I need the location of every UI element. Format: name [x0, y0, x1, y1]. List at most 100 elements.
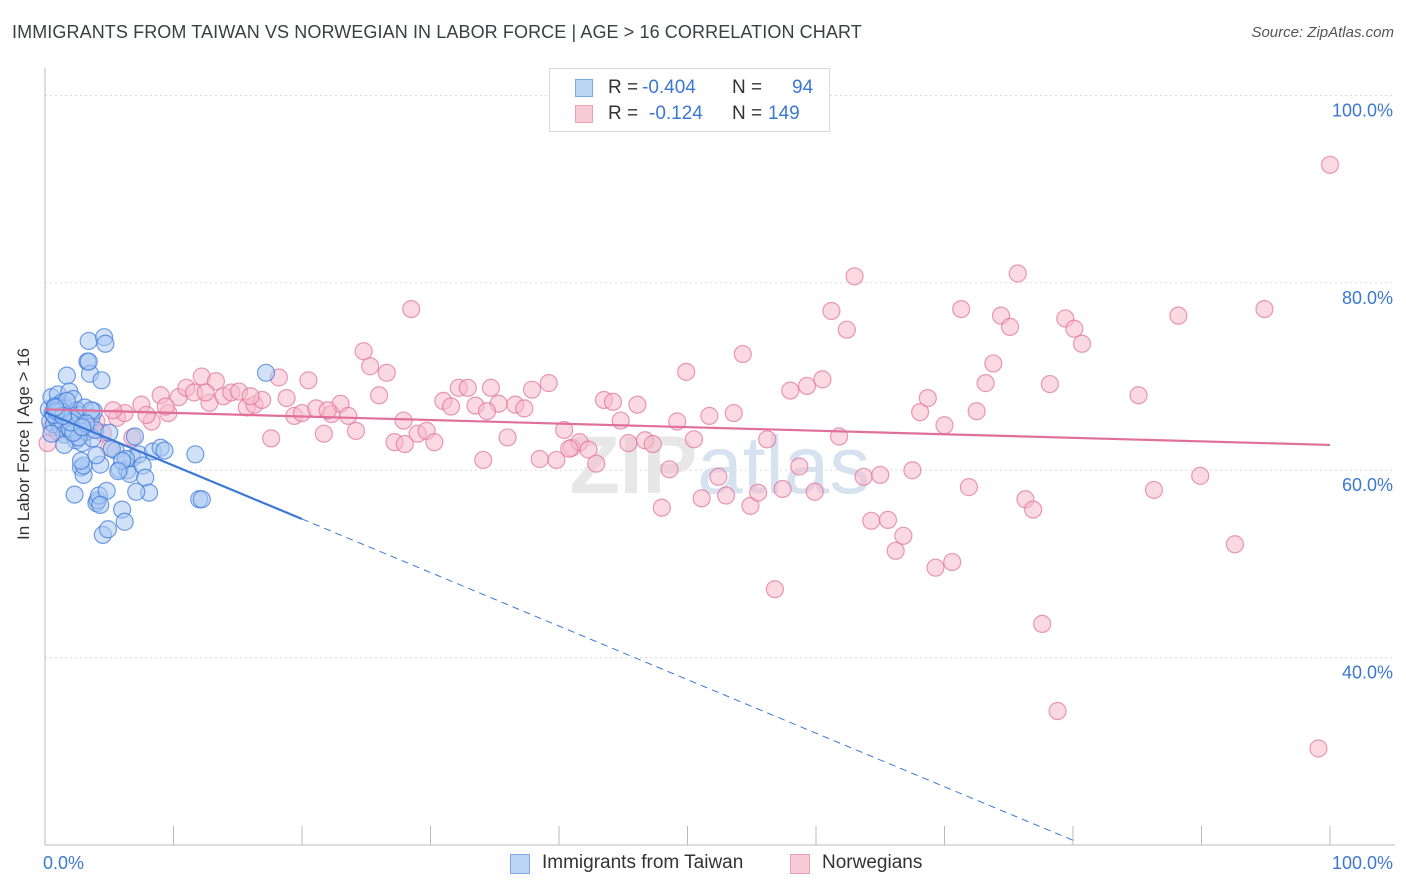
- norwegian-point: [758, 430, 777, 449]
- norwegian-point: [402, 299, 421, 319]
- taiwan-point: [127, 482, 146, 501]
- norwegian-point: [959, 478, 979, 497]
- norwegian-point: [871, 465, 890, 485]
- taiwan-point: [79, 331, 98, 351]
- y-tick-label: 40.0%: [1342, 663, 1393, 683]
- norwegian-point: [560, 439, 579, 458]
- norwegian-point: [498, 428, 517, 447]
- taiwan-point: [42, 424, 61, 443]
- norwegian-point: [370, 386, 389, 405]
- norwegian-point: [684, 430, 704, 449]
- legend-n-value: 94: [792, 77, 814, 98]
- norwegian-point: [935, 416, 954, 435]
- norwegian-point: [797, 376, 817, 396]
- norwegian-point: [619, 433, 638, 453]
- taiwan-point: [98, 520, 118, 539]
- taiwan-point: [65, 485, 84, 504]
- norwegian-point: [805, 482, 824, 501]
- norwegian-point: [206, 372, 226, 391]
- norwegian-point: [822, 301, 841, 321]
- tick-labels: 40.0% 60.0% 80.0% 100.0% 0.0% 100.0%: [43, 100, 1393, 873]
- norwegian-point: [1129, 386, 1148, 405]
- legend-swatch-taiwan: [575, 79, 593, 97]
- norwegian-point: [555, 420, 574, 440]
- legend-row-norwegians: R = -0.124 N = 149: [550, 101, 829, 127]
- norwegian-point: [196, 383, 215, 402]
- taiwan-point: [125, 427, 145, 446]
- norwegian-point: [277, 388, 296, 408]
- norwegian-point: [539, 374, 558, 393]
- x-tick-label: 100.0%: [1332, 853, 1393, 873]
- taiwan-point: [96, 334, 115, 353]
- norwegian-point: [314, 424, 333, 443]
- taiwan-point: [87, 446, 106, 465]
- legend-n-value: 149: [768, 103, 800, 124]
- norwegian-point: [474, 450, 493, 470]
- norwegian-point: [458, 378, 477, 397]
- norwegian-point: [765, 580, 784, 599]
- norwegian-point: [603, 392, 623, 411]
- chart-source: Source: ZipAtlas.com: [1251, 24, 1394, 41]
- norwegian-point: [377, 363, 396, 382]
- norwegian-point: [137, 405, 156, 425]
- taiwan-point: [186, 445, 205, 464]
- taiwan-point: [91, 495, 110, 515]
- taiwan-point: [57, 366, 76, 385]
- norwegian-point: [1000, 317, 1020, 336]
- norwegian-point: [700, 406, 719, 425]
- taiwan-point: [55, 435, 74, 455]
- legend-r-label: R =: [608, 103, 639, 124]
- norwegian-point: [781, 381, 800, 400]
- norwegian-point: [156, 397, 175, 416]
- norwegian-point: [1024, 500, 1043, 519]
- taiwan-point: [109, 462, 128, 481]
- trend-lines: [44, 408, 1331, 841]
- norwegian-point: [660, 460, 679, 479]
- legend-label-norwegians: Norwegians: [822, 852, 923, 873]
- norwegian-point: [709, 467, 728, 486]
- norwegian-point: [299, 371, 318, 390]
- y-tick-label: 60.0%: [1342, 475, 1393, 495]
- stats-legend: R = -0.404 N = 94 R = -0.124 N = 149: [549, 68, 830, 132]
- norwegian-point: [910, 403, 930, 422]
- legend-r-label: R =: [608, 77, 639, 98]
- taiwan-point: [256, 363, 276, 382]
- norwegian-point: [967, 402, 986, 421]
- legend-swatch-taiwan: [510, 854, 530, 874]
- norwegian-point: [845, 267, 864, 286]
- norwegian-point: [643, 434, 662, 454]
- taiwan-point: [192, 490, 211, 509]
- norwegian-point: [692, 489, 711, 508]
- norwegian-point: [926, 558, 945, 577]
- norwegian-point: [677, 362, 696, 381]
- norwegian-point: [837, 320, 856, 339]
- norwegian-point: [441, 397, 461, 416]
- norwegian-point: [579, 440, 598, 459]
- norwegian-point: [361, 357, 380, 376]
- norwegian-point: [943, 552, 962, 572]
- norwegian-point: [984, 354, 1003, 373]
- legend-r-value: -0.404: [642, 77, 696, 98]
- norwegian-point: [522, 380, 542, 399]
- norwegian-point: [1320, 155, 1340, 174]
- norwegian-point: [394, 411, 413, 430]
- norwegian-point: [1008, 264, 1027, 283]
- norwegian-point: [903, 461, 922, 480]
- legend-swatch-norwegians: [790, 854, 810, 874]
- taiwan-trend-line: [44, 411, 303, 520]
- norwegian-point: [477, 402, 497, 421]
- norwegian-point: [515, 399, 534, 418]
- norwegian-point: [354, 342, 373, 361]
- norwegian-point: [425, 433, 444, 452]
- norwegian-point: [318, 401, 337, 420]
- taiwan-point: [79, 352, 98, 371]
- norwegian-point: [587, 454, 606, 473]
- taiwan-point: [115, 512, 134, 531]
- norwegian-point: [262, 429, 281, 448]
- norwegian-point: [976, 374, 995, 393]
- norwegian-point: [1072, 334, 1092, 353]
- norwegian-point: [724, 403, 743, 423]
- norwegian-point: [481, 378, 500, 397]
- norwegian-point: [862, 511, 881, 530]
- legend-n-label: N =: [732, 103, 763, 124]
